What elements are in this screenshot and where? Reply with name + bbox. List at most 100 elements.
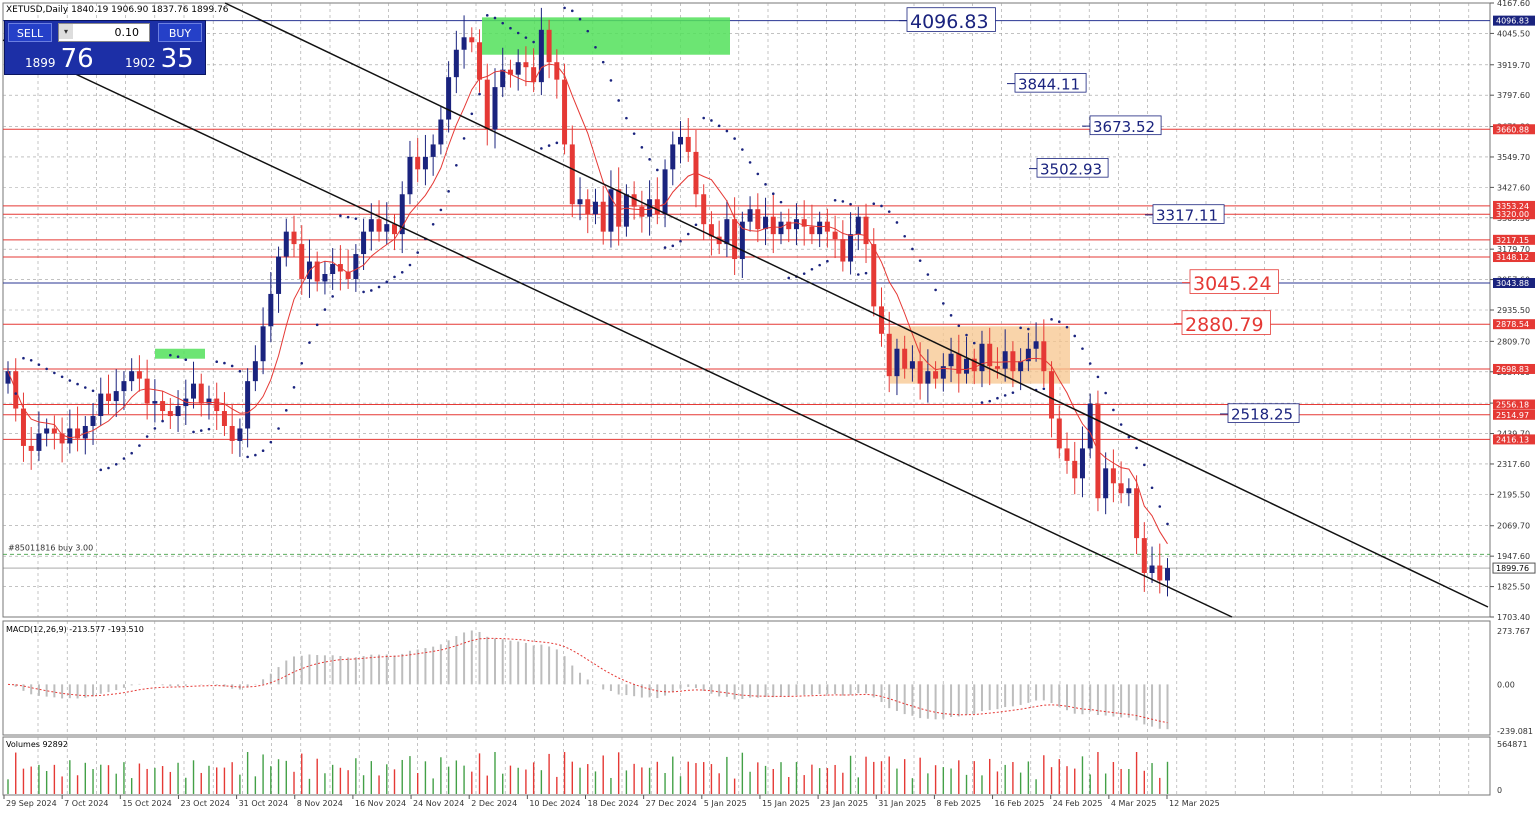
- parabolic-sar-dot: [199, 429, 203, 432]
- candle-body: [1165, 568, 1170, 581]
- parabolic-sar-dot: [516, 31, 520, 35]
- price-level-tag-label: 2514.97: [1496, 411, 1529, 420]
- bearish-candle: [1141, 522, 1147, 592]
- candle-body: [175, 406, 181, 417]
- price-level-tag-label: 3320.00: [1496, 210, 1529, 219]
- parabolic-sar-dot: [1127, 435, 1131, 439]
- y-tick-label: 1703.40: [1497, 613, 1530, 622]
- candle-body: [948, 353, 954, 367]
- lot-size-input[interactable]: 0.10: [58, 23, 150, 42]
- sell-button[interactable]: SELL: [8, 23, 52, 42]
- price-level-tag: [1493, 319, 1535, 330]
- bearish-candle: [770, 194, 776, 254]
- bearish-candle: [971, 348, 977, 385]
- level-annotation-label: 2880.79: [1185, 314, 1264, 336]
- lot-decrease-icon[interactable]: ▾: [59, 24, 73, 39]
- bearish-candle: [886, 311, 892, 393]
- candle-body: [415, 156, 421, 170]
- bearish-candle: [415, 137, 421, 183]
- candle-body: [252, 361, 258, 382]
- parabolic-sar-dot: [284, 409, 288, 412]
- bullish-candle: [453, 30, 459, 94]
- parabolic-sar-dot: [656, 168, 659, 172]
- price-level-tag: [1493, 399, 1535, 410]
- candle-body: [36, 433, 42, 451]
- sell-price[interactable]: 1899 76: [25, 45, 94, 73]
- candle-body: [562, 79, 568, 145]
- parabolic-sar-dot: [84, 386, 87, 389]
- parabolic-sar-dot: [586, 29, 590, 33]
- bearish-candle: [299, 225, 305, 295]
- bearish-candle: [809, 204, 815, 245]
- parabolic-sar-dot: [292, 386, 296, 389]
- candle-body: [229, 425, 235, 441]
- bullish-candle: [276, 246, 282, 313]
- parabolic-sar-dot: [470, 112, 474, 116]
- candle-body: [840, 239, 846, 262]
- bearish-candle: [160, 391, 166, 422]
- parabolic-sar-dot: [771, 192, 775, 195]
- parabolic-sar-dot: [439, 208, 443, 212]
- bullish-candle: [647, 180, 653, 236]
- parabolic-sar-dot: [826, 259, 829, 263]
- bullish-candle: [67, 409, 73, 454]
- candle-body: [786, 221, 792, 230]
- bullish-candle: [237, 418, 243, 457]
- bearish-candle: [562, 63, 568, 155]
- candle-body: [1072, 460, 1078, 479]
- bearish-candle: [716, 220, 722, 255]
- x-tick-label: 24 Nov 2024: [413, 799, 464, 808]
- candle-body: [770, 216, 776, 235]
- candle-body: [956, 353, 962, 374]
- candle-body: [446, 77, 452, 120]
- parabolic-sar-dot: [114, 462, 118, 466]
- candle-body: [724, 219, 730, 245]
- buy-price[interactable]: 1902 35: [125, 45, 194, 73]
- candle-body: [763, 216, 769, 230]
- parabolic-sar-dot: [625, 116, 628, 120]
- candle-body: [569, 144, 575, 205]
- candle-body: [685, 136, 691, 152]
- price-level-tag-label: 3217.15: [1496, 236, 1529, 245]
- bearish-candle: [685, 118, 691, 162]
- x-tick-label: 31 Oct 2024: [239, 799, 288, 808]
- parabolic-sar-dot: [315, 323, 319, 327]
- bearish-candle: [693, 129, 699, 208]
- bullish-candle: [446, 61, 452, 133]
- buy-button[interactable]: BUY: [158, 23, 202, 42]
- buy-price-small: 1902: [125, 56, 156, 70]
- parabolic-sar-dot: [733, 137, 736, 140]
- sell-price-big: 76: [60, 44, 94, 74]
- candle-body: [353, 254, 359, 279]
- x-tick-label: 5 Jan 2025: [704, 799, 747, 808]
- price-level-tag: [1493, 234, 1535, 245]
- parabolic-sar-dot: [331, 295, 334, 298]
- bullish-candle: [152, 379, 158, 423]
- bullish-candle: [121, 371, 127, 411]
- bullish-candle: [848, 212, 854, 275]
- candle-body: [531, 67, 537, 83]
- candle-body: [461, 37, 467, 50]
- x-tick-label: 24 Feb 2025: [1053, 799, 1103, 808]
- volume-label: Volumes 92892: [6, 740, 68, 749]
- candle-body: [878, 306, 884, 334]
- level-annotation-box: [1181, 310, 1271, 335]
- parabolic-sar-dot: [996, 396, 999, 400]
- y-tick-label: 4167.60: [1497, 0, 1530, 8]
- candle-body: [283, 231, 289, 257]
- parabolic-sar-dot: [416, 251, 419, 254]
- candle-body: [198, 383, 204, 404]
- level-annotation-box: [1036, 158, 1109, 178]
- parabolic-sar-dot: [37, 363, 41, 366]
- bullish-candle: [1033, 322, 1039, 362]
- bullish-candle: [399, 181, 405, 254]
- sell-price-small: 1899: [25, 56, 56, 70]
- x-tick-label: 29 Sep 2024: [6, 799, 57, 808]
- parabolic-sar-dot: [192, 430, 195, 434]
- candle-body: [160, 401, 166, 412]
- parabolic-sar-dot: [122, 457, 126, 460]
- bearish-candle: [755, 193, 761, 243]
- candle-body: [577, 199, 583, 205]
- x-tick-label: 18 Dec 2024: [588, 799, 639, 808]
